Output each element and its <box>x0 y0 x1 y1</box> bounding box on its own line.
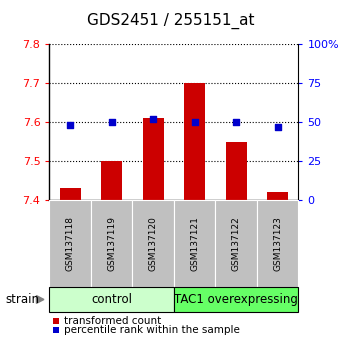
Point <box>150 116 156 122</box>
Point <box>109 119 114 125</box>
Text: percentile rank within the sample: percentile rank within the sample <box>64 325 240 335</box>
Text: GSM137119: GSM137119 <box>107 216 116 271</box>
Point <box>192 119 197 125</box>
Text: strain: strain <box>5 293 39 306</box>
Text: GDS2451 / 255151_at: GDS2451 / 255151_at <box>87 12 254 29</box>
Point <box>68 122 73 128</box>
Point <box>275 124 280 130</box>
Text: GSM137118: GSM137118 <box>66 216 75 271</box>
Bar <box>101 161 122 200</box>
Text: GSM137120: GSM137120 <box>149 216 158 271</box>
Text: GSM137123: GSM137123 <box>273 216 282 271</box>
Text: GSM137121: GSM137121 <box>190 216 199 271</box>
Text: control: control <box>91 293 132 306</box>
Text: TAC1 overexpressing: TAC1 overexpressing <box>174 293 298 306</box>
Bar <box>267 192 288 200</box>
Text: transformed count: transformed count <box>64 316 161 326</box>
Bar <box>60 188 80 200</box>
Bar <box>143 118 164 200</box>
Text: GSM137122: GSM137122 <box>232 216 241 271</box>
Bar <box>184 83 205 200</box>
Bar <box>226 142 247 200</box>
Point <box>233 119 239 125</box>
